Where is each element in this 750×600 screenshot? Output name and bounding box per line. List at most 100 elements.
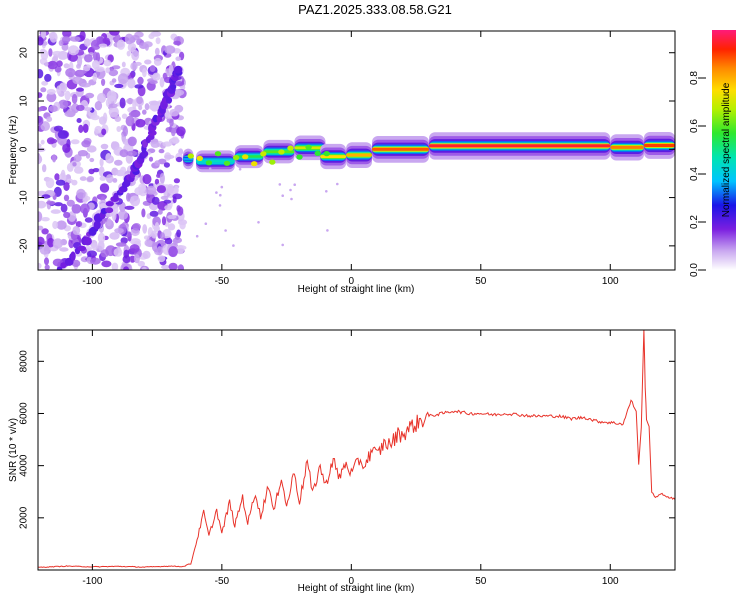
noise-speck: [77, 150, 88, 157]
noise-speck: [66, 199, 75, 207]
noise-speck: [145, 185, 157, 195]
noise-speck: [168, 262, 178, 270]
noise-speck: [130, 62, 138, 71]
noise-speck: [64, 90, 71, 101]
noise-track-blob: [83, 236, 92, 246]
noise-speck: [144, 59, 152, 65]
noise-speck: [106, 218, 112, 227]
noise-speck: [162, 141, 173, 147]
noise-speck: [79, 31, 86, 41]
noise-speck: [41, 80, 49, 86]
noise-speck: [102, 37, 110, 44]
y-tick-label: 8000: [19, 350, 30, 373]
noise-speck: [86, 145, 97, 153]
noise-speck: [40, 87, 47, 93]
sparse-speck: [326, 229, 329, 232]
noise-speck: [169, 118, 174, 127]
noise-speck: [76, 221, 83, 227]
colorbar-tick-label: 0.6: [689, 119, 700, 133]
noise-speck: [122, 125, 128, 137]
noise-speck: [61, 43, 69, 51]
noise-speck: [68, 52, 78, 62]
y-tick-label: 10: [19, 95, 30, 107]
ridge-blob: [232, 155, 240, 161]
noise-speck: [156, 185, 166, 194]
noise-speck: [38, 154, 43, 165]
noise-speck: [142, 224, 148, 234]
noise-speck: [141, 266, 147, 270]
x-tick-label: 50: [475, 276, 487, 287]
sparse-speck: [278, 183, 282, 186]
noise-speck: [142, 68, 147, 78]
noise-speck: [179, 221, 186, 230]
noise-speck: [52, 220, 58, 230]
noise-speck: [80, 203, 90, 214]
sparse-speck: [238, 167, 242, 171]
noise-speck: [142, 174, 152, 185]
noise-speck: [82, 123, 89, 133]
snr-panel: -100 -50 0 50 100 2000 4000 6000 8000 Height of …: [8, 329, 676, 594]
noise-speck: [134, 84, 144, 89]
noise-speck: [38, 143, 42, 148]
snr-xlabel: Height of straight line (km): [298, 583, 415, 594]
colorbar-tick-label: 0.4: [689, 167, 700, 181]
snr-ticks: -100 -50 0 50 100 2000 4000 6000 8000: [19, 330, 675, 587]
noise-speck: [63, 211, 71, 219]
noise-speck: [48, 105, 58, 113]
noise-speck: [73, 166, 84, 174]
noise-speck: [90, 39, 101, 50]
noise-speck: [148, 104, 156, 110]
noise-speck: [63, 182, 70, 191]
noise-speck: [72, 76, 83, 85]
spectrogram-frame: [37, 30, 676, 271]
noise-speck: [150, 141, 160, 148]
noise-speck: [38, 107, 44, 112]
y-tick-label: -10: [19, 190, 30, 205]
sparse-speck: [336, 182, 339, 186]
noise-speck: [108, 69, 119, 77]
noise-speck: [101, 78, 106, 87]
noise-speck: [84, 54, 93, 63]
ridge-layer: [234, 155, 264, 158]
noise-speck: [119, 149, 129, 158]
colorbar: 0.0 0.2 0.4 0.6 0.8 Normalized spectral ampl…: [689, 30, 736, 277]
noise-speck: [99, 203, 108, 209]
noise-speck: [41, 217, 50, 222]
noise-speck: [144, 43, 149, 51]
noise-speck: [91, 242, 99, 251]
noise-speck: [91, 59, 100, 70]
noise-speck: [148, 33, 155, 40]
noise-speck: [114, 228, 124, 234]
noise-speck: [173, 89, 185, 96]
noise-speck: [171, 136, 179, 144]
noise-speck: [44, 264, 50, 270]
noise-speck: [151, 230, 158, 239]
noise-speck: [149, 80, 158, 85]
snr-ylabel: SNR (10 * v/v): [8, 418, 19, 482]
noise-speck: [93, 51, 98, 62]
noise-speck: [138, 183, 147, 192]
x-tick-label: -100: [82, 276, 102, 287]
noise-speck: [105, 67, 111, 74]
noise-speck: [133, 254, 140, 264]
noise-track-blob: [105, 207, 114, 214]
noise-speck: [44, 73, 52, 82]
noise-speck: [159, 77, 165, 88]
noise-speck: [124, 205, 135, 210]
noise-speck: [160, 195, 169, 200]
sparse-speck: [224, 229, 227, 232]
noise-speck: [169, 108, 180, 117]
ridge-blob: [296, 154, 303, 160]
noise-speck: [86, 176, 95, 182]
noise-speck: [114, 159, 123, 166]
ridge-layer: [643, 143, 675, 147]
noise-speck: [101, 128, 107, 136]
noise-speck: [113, 248, 123, 257]
noise-speck: [151, 196, 160, 205]
noise-speck: [83, 38, 91, 47]
noise-speck: [69, 36, 81, 42]
noise-speck: [164, 205, 172, 211]
noise-speck: [177, 264, 184, 270]
snr-marks: [38, 330, 675, 568]
sparse-speck: [325, 190, 328, 193]
